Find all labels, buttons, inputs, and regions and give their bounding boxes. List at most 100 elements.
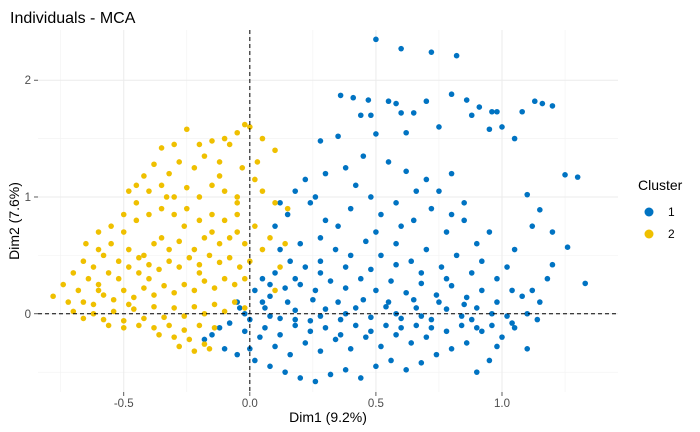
data-point	[120, 287, 127, 294]
data-point	[239, 164, 246, 171]
x-tick-label: 0.5	[368, 398, 384, 410]
data-point	[171, 194, 177, 200]
data-point	[272, 147, 278, 154]
data-point	[531, 98, 538, 105]
data-point	[136, 270, 142, 276]
data-point	[342, 367, 349, 373]
data-point	[368, 314, 374, 321]
data-point	[75, 287, 82, 294]
data-point	[292, 316, 299, 323]
data-point	[398, 315, 404, 322]
data-point	[221, 275, 228, 282]
data-point	[292, 307, 299, 314]
data-point	[473, 369, 480, 375]
data-point	[206, 345, 213, 352]
data-point	[428, 316, 435, 323]
data-point	[85, 275, 92, 282]
data-point	[201, 336, 208, 343]
data-point	[226, 235, 233, 241]
data-point	[529, 287, 536, 294]
data-point	[378, 343, 384, 350]
data-point	[335, 133, 341, 140]
data-point	[254, 159, 261, 165]
data-point	[267, 363, 273, 370]
data-point	[120, 211, 127, 218]
data-point	[171, 141, 177, 148]
data-point	[461, 301, 467, 308]
data-point	[489, 310, 495, 317]
data-point	[272, 223, 278, 229]
data-point	[327, 278, 334, 284]
data-point	[458, 322, 465, 329]
data-point	[259, 188, 266, 194]
y-tick-label: 2	[25, 75, 31, 87]
data-point	[468, 316, 475, 323]
data-point	[307, 317, 314, 324]
data-point	[448, 345, 455, 352]
data-point	[443, 275, 450, 282]
data-point	[209, 182, 215, 189]
data-point	[398, 110, 404, 116]
data-point	[317, 313, 324, 319]
data-point	[403, 168, 409, 175]
data-point	[161, 282, 167, 289]
data-point	[191, 303, 198, 310]
data-point	[494, 299, 500, 305]
data-point	[352, 322, 359, 329]
data-point	[463, 97, 470, 103]
data-point	[410, 217, 417, 224]
data-point	[110, 296, 117, 303]
data-point	[156, 266, 162, 273]
data-point	[181, 223, 188, 229]
data-point	[267, 293, 273, 300]
data-point	[322, 170, 329, 177]
y-tick-label: 0	[25, 309, 31, 321]
points-layer	[50, 36, 589, 385]
data-point	[413, 188, 420, 194]
data-point	[423, 98, 430, 105]
data-point	[211, 301, 218, 308]
legend-label-2: 2	[668, 227, 675, 241]
data-point	[322, 217, 329, 224]
data-point	[171, 305, 177, 311]
data-point	[393, 331, 399, 338]
data-point	[191, 164, 198, 171]
data-point	[418, 360, 425, 366]
data-point	[252, 287, 258, 294]
data-point	[125, 301, 132, 308]
x-tick-label: -0.5	[114, 398, 134, 410]
data-point	[146, 261, 152, 268]
data-point	[368, 266, 374, 273]
data-point	[95, 246, 102, 253]
data-point	[335, 223, 341, 229]
data-point	[252, 357, 258, 364]
data-point	[297, 375, 304, 381]
data-point	[221, 308, 228, 315]
data-point	[158, 235, 165, 241]
data-point	[100, 292, 107, 298]
data-point	[95, 229, 102, 235]
data-point	[357, 375, 364, 381]
data-point	[473, 240, 480, 247]
data-point	[479, 258, 485, 265]
data-point	[209, 138, 215, 144]
data-point	[342, 285, 349, 291]
data-point	[537, 299, 543, 305]
data-point	[282, 369, 288, 375]
data-point	[357, 112, 364, 119]
data-point	[267, 313, 273, 319]
data-point	[284, 211, 291, 218]
data-point	[201, 153, 208, 159]
data-point	[398, 223, 404, 229]
data-point	[373, 229, 379, 235]
data-point	[115, 258, 122, 265]
data-point	[108, 223, 114, 229]
data-point	[383, 303, 389, 310]
data-point	[133, 200, 140, 206]
data-point	[473, 324, 480, 331]
data-point	[171, 289, 177, 296]
data-point	[183, 126, 190, 133]
data-point	[151, 303, 157, 310]
data-point	[216, 159, 223, 165]
data-point	[120, 229, 127, 235]
